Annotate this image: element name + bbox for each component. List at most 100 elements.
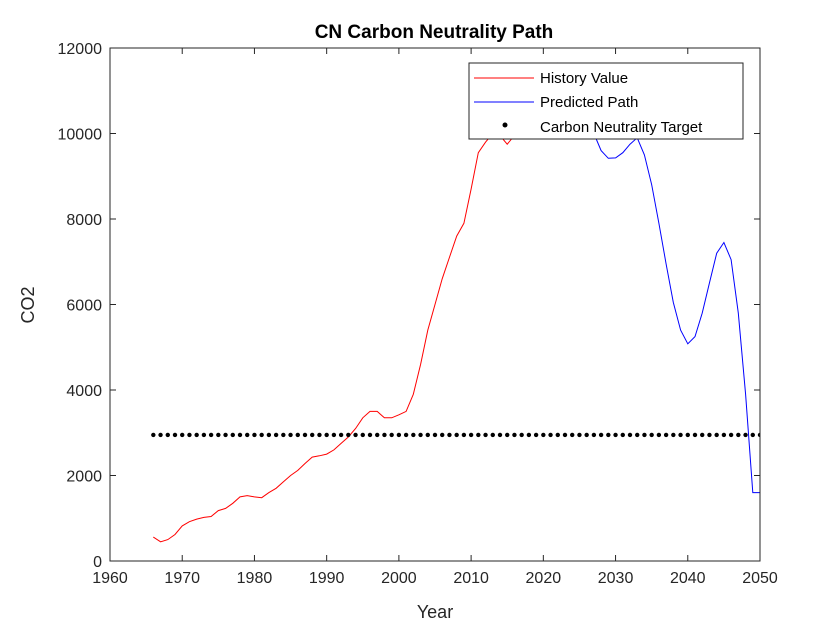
target-marker xyxy=(273,432,279,438)
target-marker xyxy=(613,432,618,438)
x-tick-label: 2030 xyxy=(598,570,634,587)
target-marker xyxy=(382,432,387,438)
target-marker xyxy=(497,432,503,438)
target-marker xyxy=(346,432,351,438)
target-marker xyxy=(533,432,539,438)
target-marker xyxy=(736,432,741,438)
target-marker xyxy=(743,432,748,438)
target-marker xyxy=(411,432,416,438)
x-tick-label: 1990 xyxy=(309,570,345,587)
legend: History Value Predicted Path Carbon Neut… xyxy=(468,62,744,140)
target-marker xyxy=(208,432,214,438)
chart-title: CN Carbon Neutrality Path xyxy=(315,22,554,43)
target-marker xyxy=(418,432,423,438)
target-marker xyxy=(512,432,517,438)
target-marker xyxy=(505,432,510,438)
target-marker xyxy=(447,432,452,438)
target-marker xyxy=(172,432,178,438)
target-marker xyxy=(671,432,676,438)
target-marker xyxy=(266,432,272,438)
target-marker xyxy=(635,432,640,438)
target-marker xyxy=(598,432,604,438)
x-tick-label: 1980 xyxy=(237,570,273,587)
target-marker xyxy=(151,432,156,438)
target-marker xyxy=(396,432,402,438)
target-marker xyxy=(288,432,293,438)
legend-box xyxy=(468,62,744,140)
target-marker xyxy=(360,432,365,438)
target-marker xyxy=(678,432,683,438)
x-axis-label: Year xyxy=(417,602,453,622)
target-marker xyxy=(454,432,459,438)
target-marker xyxy=(259,432,264,438)
target-marker xyxy=(526,432,532,438)
target-marker xyxy=(425,432,430,438)
x-tick-label: 1960 xyxy=(92,570,128,587)
target-marker xyxy=(562,432,568,438)
target-marker xyxy=(324,432,329,438)
target-marker xyxy=(353,432,358,438)
target-marker xyxy=(656,432,662,438)
target-marker xyxy=(620,432,625,438)
target-marker xyxy=(432,432,438,438)
y-tick-label: 2000 xyxy=(66,469,102,486)
x-tick-label: 1970 xyxy=(164,570,200,587)
x-tick-label: 2050 xyxy=(742,570,778,587)
target-marker xyxy=(707,432,712,438)
legend-target-label: Carbon Neutrality Target xyxy=(540,119,703,136)
legend-target-swatch xyxy=(502,122,508,128)
target-marker xyxy=(440,432,445,438)
target-marker xyxy=(541,432,546,438)
target-marker xyxy=(367,432,373,438)
target-marker xyxy=(750,432,755,438)
target-marker xyxy=(302,432,308,438)
plot-area xyxy=(151,62,760,543)
x-axis: 1960 1970 1980 1990 2000 2010 2020 2030 2040 2050 xyxy=(92,48,778,587)
target-marker xyxy=(685,432,690,438)
target-marker xyxy=(375,432,380,438)
target-marker xyxy=(548,432,553,438)
target-marker xyxy=(519,432,524,438)
y-tick-label: 12000 xyxy=(58,41,103,58)
target-marker xyxy=(389,432,394,438)
target-marker xyxy=(461,432,467,438)
target-marker xyxy=(476,432,481,438)
target-marker xyxy=(728,432,734,438)
x-tick-label: 2020 xyxy=(526,570,562,587)
target-marker xyxy=(310,432,315,438)
x-tick-label: 2010 xyxy=(453,570,489,587)
target-marker xyxy=(201,432,207,438)
target-marker xyxy=(692,432,698,438)
legend-history-label: History Value xyxy=(540,70,628,87)
target-marker xyxy=(338,432,344,438)
y-axis-label: CO2 xyxy=(18,286,38,323)
target-marker xyxy=(194,432,199,438)
target-marker xyxy=(757,432,760,438)
target-marker xyxy=(281,432,286,438)
target-marker xyxy=(158,432,163,438)
target-marker xyxy=(606,432,611,438)
target-marker xyxy=(165,432,170,438)
target-marker xyxy=(483,432,488,438)
target-marker xyxy=(230,432,235,438)
target-marker xyxy=(187,432,192,438)
y-tick-label: 8000 xyxy=(66,212,102,229)
target-marker xyxy=(180,432,185,438)
target-marker xyxy=(627,432,633,438)
target-marker xyxy=(245,432,250,438)
target-marker xyxy=(663,432,669,438)
target-marker xyxy=(331,432,337,438)
series-target-markers xyxy=(151,432,760,438)
y-tick-label: 10000 xyxy=(58,127,103,144)
target-marker xyxy=(714,432,719,438)
series-history-line xyxy=(153,118,537,543)
target-marker xyxy=(555,432,560,438)
target-marker xyxy=(295,432,300,438)
target-marker xyxy=(216,432,221,438)
target-marker xyxy=(468,432,474,438)
target-marker xyxy=(649,432,654,438)
target-marker xyxy=(403,432,409,438)
x-tick-label: 2000 xyxy=(381,570,417,587)
target-marker xyxy=(223,432,228,438)
